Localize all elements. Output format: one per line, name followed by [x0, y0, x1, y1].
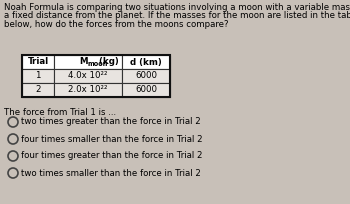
Text: two times greater than the force in Trial 2: two times greater than the force in Tria…: [21, 118, 201, 126]
Text: a fixed distance from the planet. If the masses for the moon are listed in the t: a fixed distance from the planet. If the…: [4, 11, 350, 20]
Text: below, how do the forces from the moons compare?: below, how do the forces from the moons …: [4, 20, 229, 29]
Bar: [22, 55, 54, 69]
Text: Noah Formula is comparing two situations involving a moon with a variable mass a: Noah Formula is comparing two situations…: [4, 3, 350, 12]
Text: 2.0x 10²²: 2.0x 10²²: [68, 85, 108, 94]
Text: Trial: Trial: [27, 58, 49, 67]
Text: 6000: 6000: [135, 71, 157, 81]
Text: moon: moon: [88, 61, 108, 67]
Text: d (km): d (km): [130, 58, 162, 67]
Text: two times smaller than the force in Trial 2: two times smaller than the force in Tria…: [21, 169, 201, 177]
Bar: [22, 55, 170, 97]
Text: 2: 2: [35, 85, 41, 94]
Bar: [54, 69, 122, 83]
Text: four times smaller than the force in Trial 2: four times smaller than the force in Tri…: [21, 134, 203, 143]
Text: (kg): (kg): [96, 58, 119, 67]
Bar: [54, 83, 122, 97]
Bar: [54, 55, 122, 69]
Text: 6000: 6000: [135, 85, 157, 94]
Bar: [22, 69, 54, 83]
Text: four times greater than the force in Trial 2: four times greater than the force in Tri…: [21, 152, 203, 161]
Bar: [122, 83, 170, 97]
Text: 1: 1: [35, 71, 41, 81]
Text: M: M: [79, 58, 88, 67]
Text: The force from Trial 1 is ...: The force from Trial 1 is ...: [4, 108, 116, 117]
Bar: [122, 69, 170, 83]
Text: 4.0x 10²²: 4.0x 10²²: [68, 71, 108, 81]
Bar: [22, 83, 54, 97]
Bar: [122, 55, 170, 69]
